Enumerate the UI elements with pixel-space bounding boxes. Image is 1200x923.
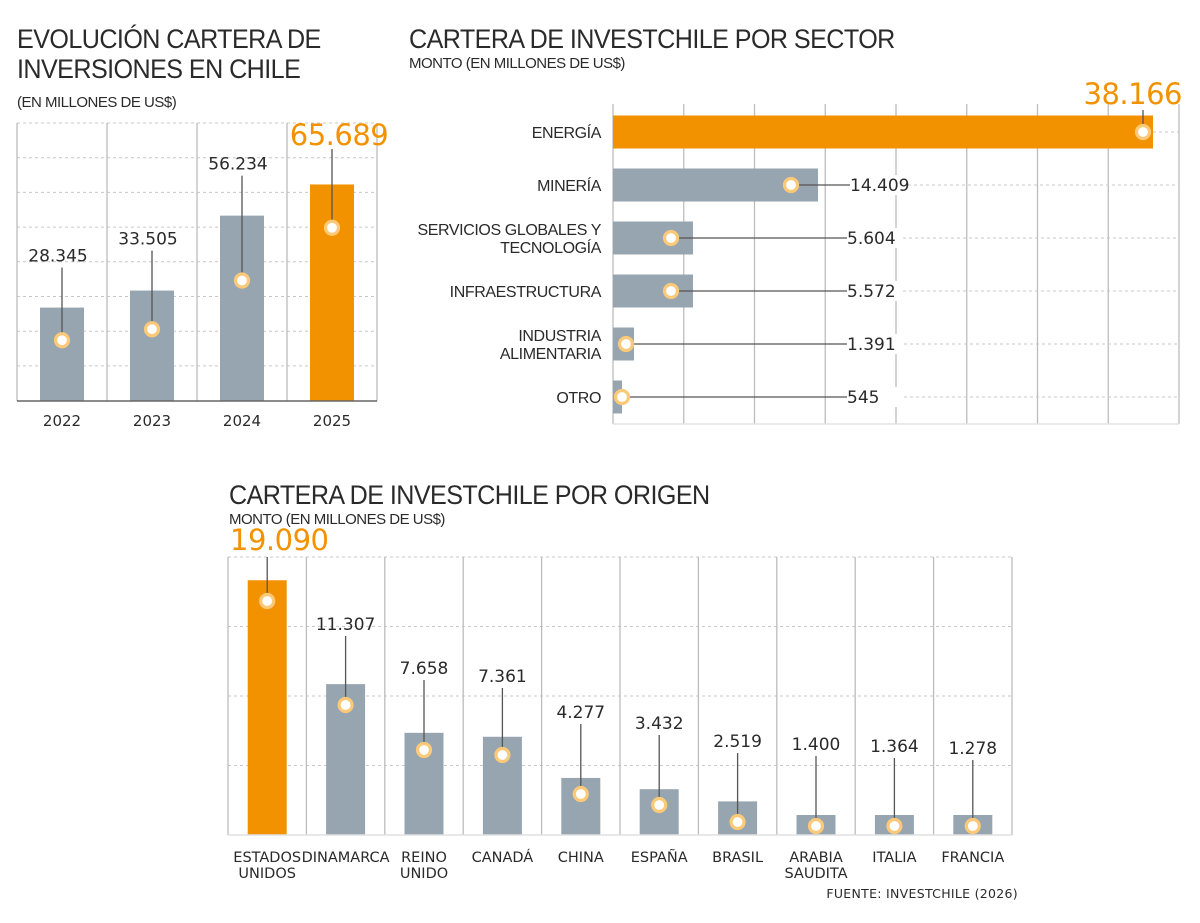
category-label: OTRO <box>556 390 601 407</box>
x-tick-label: UNIDO <box>400 866 448 882</box>
value-marker <box>964 817 981 835</box>
value-marker <box>617 335 635 353</box>
category-label: TECNOLOGÍA <box>500 238 602 257</box>
value-label: 3.432 <box>635 714 684 734</box>
value-marker <box>729 813 746 831</box>
source-note: FUENTE: INVESTCHILE (2026) <box>826 886 1018 901</box>
category-label: ENERGÍA <box>532 123 602 142</box>
value-marker <box>886 817 903 835</box>
category-label: SERVICIOS GLOBALES Y <box>418 222 602 239</box>
x-tick-label: ITALIA <box>872 850 916 866</box>
x-tick-label: ESPAÑA <box>631 849 688 866</box>
category-label: INFRAESTRUCTURA <box>450 284 602 301</box>
value-marker <box>53 332 71 349</box>
value-label: 19.090 <box>230 523 328 557</box>
category-label: INDUSTRIA <box>518 328 601 345</box>
x-tick-label: CHINA <box>558 850 604 866</box>
value-marker <box>259 592 276 610</box>
value-label: 7.361 <box>478 667 527 687</box>
x-tick-label: 2022 <box>43 412 81 430</box>
value-label: 1.391 <box>847 335 896 355</box>
value-label: 2.519 <box>713 732 762 752</box>
value-label: 56.234 <box>208 155 267 175</box>
bar-ESTADOS UNIDOS <box>247 580 287 835</box>
value-marker <box>143 321 161 338</box>
value-label: 1.364 <box>870 737 919 757</box>
x-tick-label: FRANCIA <box>941 850 1004 866</box>
value-label: 7.658 <box>400 659 449 679</box>
value-label: 1.400 <box>792 735 841 755</box>
chart2-subtitle: MONTO (EN MILLONES DE US$) <box>409 55 625 72</box>
value-label: 545 <box>847 388 879 408</box>
x-tick-label: SAUDITA <box>784 866 847 882</box>
value-marker <box>662 282 680 300</box>
x-tick-label: ESTADOS <box>233 850 301 866</box>
label-bg <box>847 334 902 354</box>
chart2-title: CARTERA DE INVESTCHILE POR SECTOR <box>409 24 895 54</box>
value-marker <box>662 229 680 247</box>
value-marker <box>415 741 433 759</box>
chart1-title: EVOLUCIÓN CARTERA DE INVERSIONES EN CHIL… <box>17 24 321 84</box>
x-tick-label: 2024 <box>223 412 261 430</box>
label-bg <box>847 281 902 301</box>
x-tick-label: BRASIL <box>712 850 763 866</box>
chart1-subtitle: (EN MILLONES DE US$) <box>17 94 177 111</box>
value-label: 65.689 <box>290 118 388 152</box>
bar-ENERGÍA <box>613 115 1153 149</box>
x-tick-label: ARABIA <box>789 850 843 866</box>
value-marker <box>1134 123 1152 141</box>
value-marker <box>651 796 668 814</box>
chart1-title-line1: EVOLUCIÓN CARTERA DE <box>17 24 321 54</box>
value-label: 38.166 <box>1084 77 1182 111</box>
chart-evolucion: 28.345 2022 33.505 2023 56.234 2024 65.689 2025 <box>16 118 389 430</box>
value-marker <box>323 219 341 236</box>
category-label: ALIMENTARIA <box>500 346 602 363</box>
chart3-title: CARTERA DE INVESTCHILE POR ORIGEN <box>229 480 710 510</box>
value-label: 14.409 <box>850 176 909 196</box>
value-marker <box>613 388 631 406</box>
label-bg <box>847 387 902 407</box>
label-bg <box>850 175 905 195</box>
chart-sector: 38.166 ENERGÍA 14.409 MINERÍA 5.604 SERVICIOS… <box>418 77 1183 425</box>
value-label: 5.572 <box>847 282 896 302</box>
value-marker <box>494 746 511 764</box>
value-label: 4.277 <box>556 703 605 723</box>
x-tick-label: UNIDOS <box>238 866 296 882</box>
value-label: 11.307 <box>316 615 375 635</box>
value-marker <box>782 176 800 194</box>
chart3-subtitle: MONTO (EN MILLONES DE US$) <box>229 511 445 528</box>
x-tick-label: DINAMARCA <box>302 850 390 866</box>
value-marker <box>337 696 354 714</box>
category-label: MINERÍA <box>537 176 602 195</box>
value-label: 5.604 <box>847 229 896 249</box>
value-label: 33.505 <box>118 230 177 250</box>
value-label: 28.345 <box>28 247 87 267</box>
value-marker <box>572 785 589 803</box>
x-tick-label: REINO <box>401 850 447 866</box>
label-bg <box>847 228 902 248</box>
x-tick-label: 2025 <box>313 412 351 430</box>
value-label: 1.278 <box>948 739 997 759</box>
x-tick-label: CANADÁ <box>472 849 534 866</box>
x-tick-label: 2023 <box>133 412 171 430</box>
chart1-title-line2: INVERSIONES EN CHILE <box>17 54 301 84</box>
value-marker <box>233 272 251 289</box>
value-marker <box>807 817 825 835</box>
